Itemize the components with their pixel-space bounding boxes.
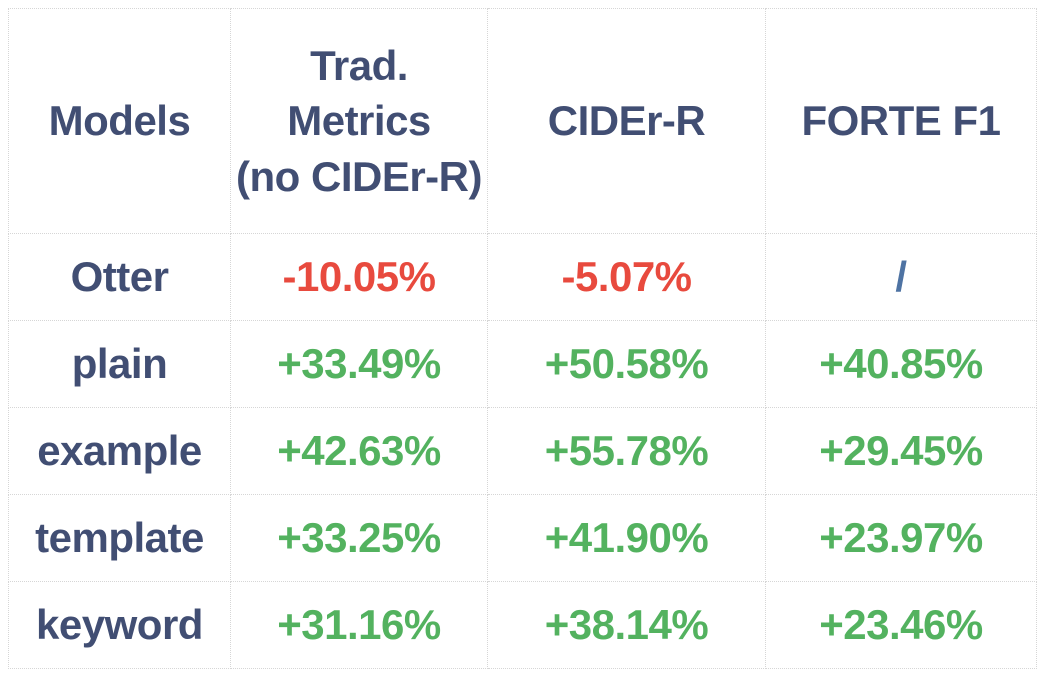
value-cell: +33.25% xyxy=(230,494,488,582)
table-header-row: Models Trad. Metrics (no CIDEr-R) CIDEr-… xyxy=(8,8,1037,234)
table-row-plain: plain +33.49% +50.58% +40.85% xyxy=(8,320,1037,408)
value-cell: +33.49% xyxy=(230,320,488,408)
value-cell: +31.16% xyxy=(230,581,488,669)
value-cell: +23.46% xyxy=(765,581,1037,669)
value-cell: +42.63% xyxy=(230,407,488,495)
table-row-template: template +33.25% +41.90% +23.97% xyxy=(8,494,1037,582)
value-cell: -10.05% xyxy=(230,233,488,321)
header-cell-trad-metrics: Trad. Metrics (no CIDEr-R) xyxy=(230,8,488,234)
value-cell: +40.85% xyxy=(765,320,1037,408)
value-cell: +23.97% xyxy=(765,494,1037,582)
model-cell: plain xyxy=(8,320,231,408)
value-cell: +41.90% xyxy=(487,494,766,582)
model-cell: template xyxy=(8,494,231,582)
table-row-keyword: keyword +31.16% +38.14% +23.46% xyxy=(8,581,1037,669)
value-cell: / xyxy=(765,233,1037,321)
value-cell: +55.78% xyxy=(487,407,766,495)
model-cell: example xyxy=(8,407,231,495)
header-cell-forte-f1: FORTE F1 xyxy=(765,8,1037,234)
value-cell: +50.58% xyxy=(487,320,766,408)
model-cell: keyword xyxy=(8,581,231,669)
header-cell-models: Models xyxy=(8,8,231,234)
model-cell: Otter xyxy=(8,233,231,321)
table-row-example: example +42.63% +55.78% +29.45% xyxy=(8,407,1037,495)
table-row-otter: Otter -10.05% -5.07% / xyxy=(8,233,1037,321)
value-cell: -5.07% xyxy=(487,233,766,321)
results-table: Models Trad. Metrics (no CIDEr-R) CIDEr-… xyxy=(8,8,1037,669)
header-cell-cider-r: CIDEr-R xyxy=(487,8,766,234)
value-cell: +38.14% xyxy=(487,581,766,669)
value-cell: +29.45% xyxy=(765,407,1037,495)
